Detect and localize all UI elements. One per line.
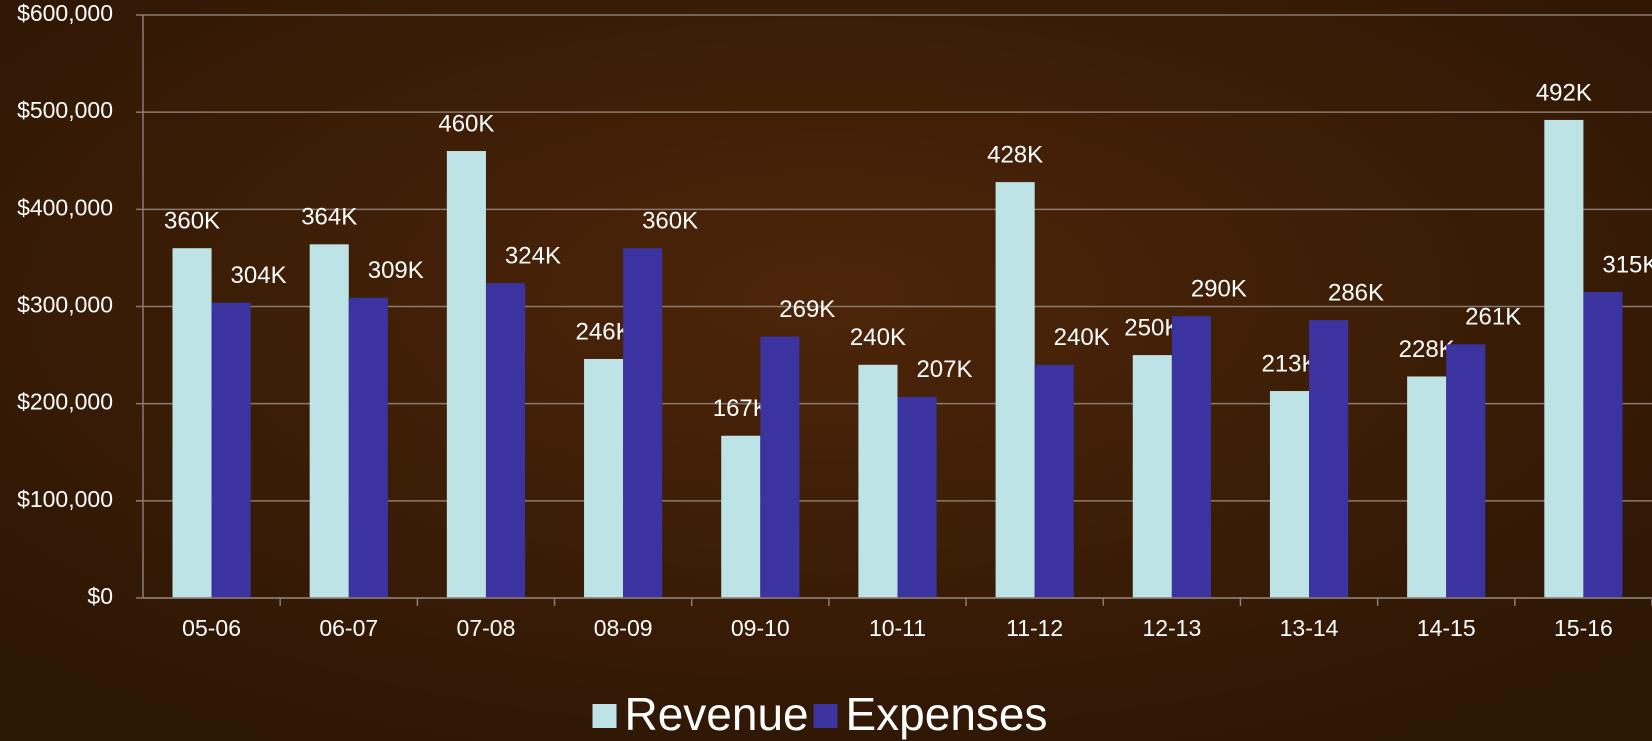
legend-swatch: [592, 704, 617, 728]
bar: [995, 182, 1035, 599]
value-label: 228K: [1399, 336, 1455, 363]
value-label: 207K: [916, 356, 972, 383]
value-label: 492K: [1536, 79, 1592, 106]
bar: [1034, 364, 1074, 598]
value-label: 364K: [301, 204, 357, 231]
bar: [309, 244, 349, 598]
x-tick-label: 06-07: [319, 615, 378, 641]
y-tick-label: $600,000: [17, 0, 113, 26]
x-tick-label: 08-09: [594, 615, 653, 641]
x-tick-label: 14-15: [1417, 615, 1476, 641]
y-tick-label: $0: [87, 583, 113, 609]
value-label: 309K: [368, 257, 424, 284]
bar: [721, 435, 761, 598]
value-label: 246K: [576, 318, 632, 345]
bar: [1446, 344, 1486, 598]
bar: [858, 364, 898, 598]
bar: [1132, 355, 1172, 598]
value-label: 460K: [438, 110, 494, 137]
x-tick-label: 15-16: [1554, 615, 1613, 641]
bar: [897, 396, 937, 598]
value-label: 250K: [1124, 314, 1180, 341]
x-tick-label: 07-08: [457, 615, 516, 641]
x-tick-label: 10-11: [869, 615, 926, 641]
value-label: 428K: [987, 141, 1043, 168]
x-tick-label: 13-14: [1280, 615, 1339, 641]
bar: [211, 302, 251, 598]
bar: [760, 336, 800, 598]
bar: [1544, 119, 1584, 598]
value-label: 261K: [1465, 304, 1521, 331]
bar: [1269, 391, 1310, 598]
y-tick-label: $400,000: [17, 194, 113, 220]
value-label: 290K: [1191, 276, 1247, 303]
bar: [1407, 376, 1447, 598]
bar: [446, 151, 486, 599]
value-label: 240K: [850, 324, 906, 351]
bar: [1309, 320, 1349, 598]
bar: [485, 283, 526, 598]
bar: [1583, 291, 1623, 598]
value-label: 360K: [164, 208, 220, 235]
y-tick-label: $300,000: [17, 292, 113, 318]
bar: [1171, 316, 1211, 598]
y-tick-label: $100,000: [17, 486, 113, 512]
value-label: 315K: [1602, 251, 1652, 278]
bar: [348, 297, 388, 598]
legend-swatch: [813, 704, 838, 728]
legend-label: Revenue: [625, 688, 809, 740]
value-label: 324K: [505, 243, 561, 270]
x-tick-label: 09-10: [731, 615, 790, 641]
value-label: 304K: [231, 262, 287, 289]
y-tick-label: $500,000: [17, 97, 113, 123]
bar: [584, 358, 624, 598]
value-label: 240K: [1054, 324, 1110, 351]
x-tick-label: 12-13: [1142, 615, 1201, 641]
x-tick-label: 11-12: [1006, 615, 1063, 641]
value-label: 213K: [1261, 350, 1317, 377]
value-label: 360K: [642, 208, 698, 235]
y-tick-label: $200,000: [17, 389, 113, 415]
value-label: 167K: [713, 395, 769, 422]
bar: [623, 248, 663, 598]
bar: [172, 248, 212, 598]
value-label: 286K: [1328, 279, 1384, 306]
x-tick-label: 05-06: [182, 615, 241, 641]
legend-label: Expenses: [846, 688, 1048, 740]
value-label: 269K: [779, 296, 835, 323]
